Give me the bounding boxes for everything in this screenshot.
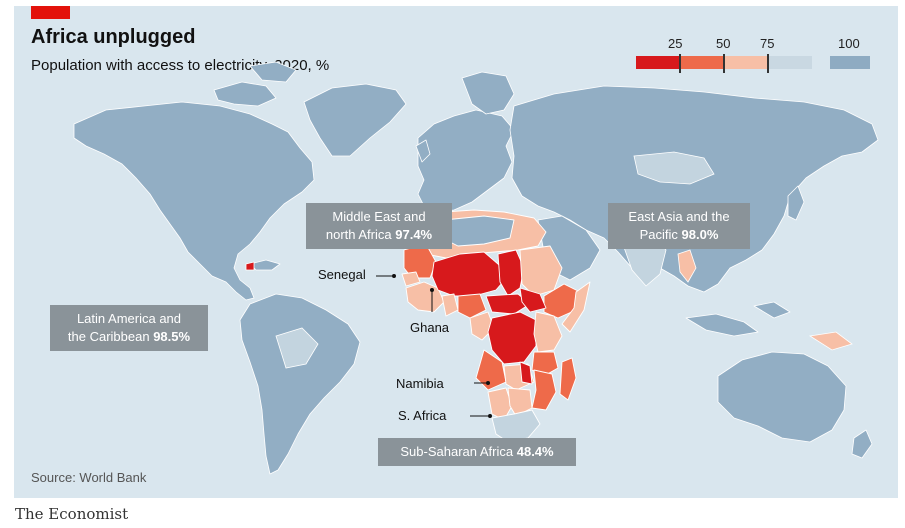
indonesia-2 bbox=[753, 301, 791, 319]
legend-tick bbox=[723, 54, 725, 73]
label-ghana: Ghana bbox=[410, 320, 450, 335]
papua bbox=[808, 331, 853, 351]
region-name: Latin America and bbox=[76, 311, 182, 326]
haiti bbox=[245, 261, 255, 271]
color-legend: 25 50 75 100 bbox=[636, 36, 876, 73]
nigeria bbox=[457, 293, 487, 319]
angola bbox=[475, 349, 507, 391]
callout-mena: Middle East and north Africa 97.4% bbox=[306, 203, 452, 249]
region-name-2: Pacific bbox=[639, 227, 678, 242]
senegal-leader-dot bbox=[392, 274, 396, 278]
legend-swatch-0-25 bbox=[636, 56, 680, 69]
south-africa bbox=[491, 409, 541, 443]
region-value: 97.4% bbox=[395, 227, 433, 242]
ghana bbox=[441, 293, 459, 317]
car bbox=[485, 293, 531, 315]
region-name: Sub-Saharan Africa bbox=[400, 444, 514, 459]
callout-latam: Latin America and the Caribbean 98.5% bbox=[50, 305, 208, 351]
legend-tick bbox=[767, 54, 769, 73]
legend-tick bbox=[679, 54, 681, 73]
north-america bbox=[73, 101, 315, 301]
myanmar bbox=[677, 249, 697, 283]
caribbean bbox=[249, 259, 281, 271]
asia bbox=[509, 85, 879, 293]
legend-swatch-25-50 bbox=[680, 56, 724, 69]
new-zealand bbox=[851, 429, 873, 459]
mozambique bbox=[519, 361, 533, 385]
senegal bbox=[401, 271, 421, 287]
chart-title: Africa unplugged bbox=[31, 26, 196, 48]
region-name-2: north Africa bbox=[325, 227, 392, 242]
indonesia bbox=[685, 313, 759, 337]
somalia bbox=[561, 281, 591, 333]
safrica-leader-dot bbox=[488, 414, 492, 418]
ghana-leader-dot bbox=[430, 288, 434, 292]
east-africa bbox=[533, 311, 563, 353]
region-value: 48.4% bbox=[516, 444, 554, 459]
madagascar bbox=[559, 357, 577, 401]
south-america-interior bbox=[275, 327, 319, 369]
arctic-islands bbox=[213, 81, 277, 107]
europe bbox=[417, 109, 515, 213]
label-namibia: Namibia bbox=[396, 376, 444, 391]
legend-swatch-75-99 bbox=[768, 56, 812, 69]
brand-logo: The Economist bbox=[15, 505, 129, 523]
central-asia bbox=[633, 151, 715, 185]
callout-ssa: Sub-Saharan Africa 48.4% bbox=[378, 438, 576, 466]
legend-swatch-50-75 bbox=[724, 56, 768, 69]
region-value: 98.0% bbox=[681, 227, 719, 242]
source-note: Source: World Bank bbox=[31, 470, 147, 485]
region-value: 98.5% bbox=[153, 329, 191, 344]
australia bbox=[717, 351, 847, 443]
namibia-leader-dot bbox=[486, 381, 490, 385]
brand-red-tag bbox=[31, 6, 70, 19]
arctic-islands-2 bbox=[249, 61, 297, 83]
legend-tick-label: 100 bbox=[838, 36, 860, 51]
greenland bbox=[303, 83, 407, 157]
callout-east-asia: East Asia and the Pacific 98.0% bbox=[608, 203, 750, 249]
world-map bbox=[73, 61, 879, 475]
legend-tick-label: 75 bbox=[760, 36, 775, 51]
namibia bbox=[487, 387, 513, 421]
sahel-red bbox=[431, 251, 509, 297]
scandinavia bbox=[461, 71, 515, 115]
tanzania bbox=[531, 351, 559, 377]
japan bbox=[787, 185, 805, 221]
south-sudan bbox=[519, 287, 547, 313]
legend-tick-label: 50 bbox=[716, 36, 731, 51]
region-name: Middle East and bbox=[332, 209, 426, 224]
legend-tick-label: 25 bbox=[668, 36, 683, 51]
region-name-2: the Caribbean bbox=[67, 329, 150, 344]
label-senegal: Senegal bbox=[318, 267, 366, 282]
south-america bbox=[239, 293, 361, 475]
legend-swatch-100 bbox=[830, 56, 870, 69]
malawi-moz bbox=[531, 369, 557, 411]
west-africa bbox=[405, 281, 445, 313]
label-south-africa: S. Africa bbox=[398, 408, 447, 423]
drc bbox=[487, 311, 537, 365]
region-name: East Asia and the bbox=[628, 209, 730, 224]
uk bbox=[415, 139, 431, 163]
